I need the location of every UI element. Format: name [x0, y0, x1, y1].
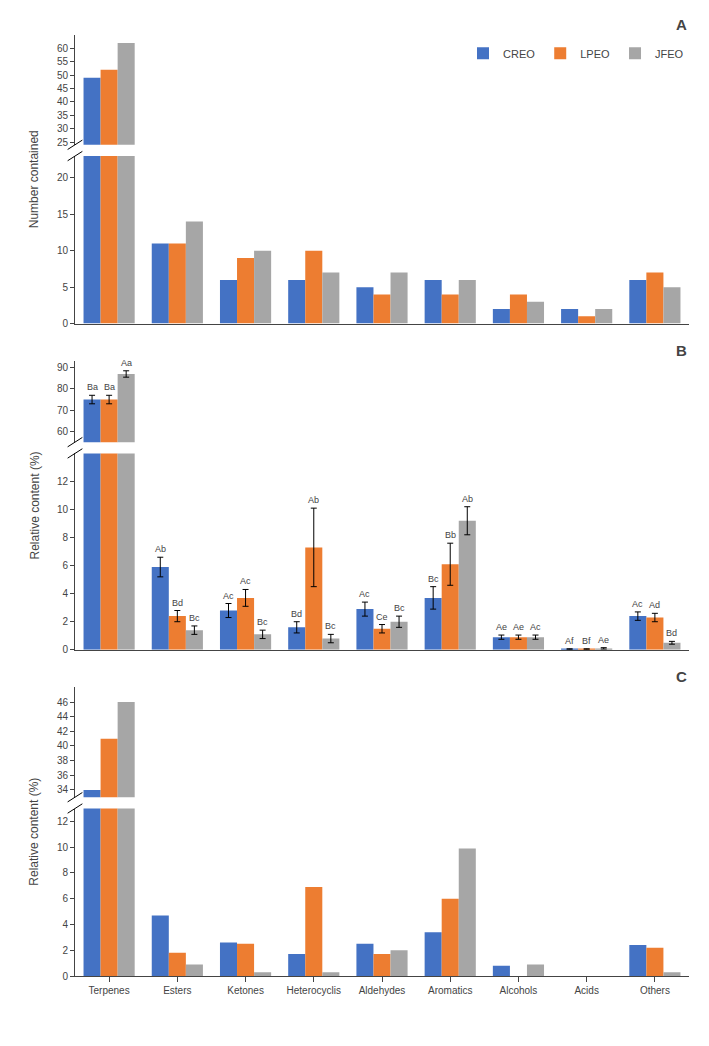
svg-text:10: 10: [57, 842, 69, 853]
svg-text:Ae: Ae: [598, 635, 609, 645]
svg-text:46: 46: [57, 697, 69, 708]
svg-text:Bd: Bd: [172, 598, 183, 608]
svg-text:42: 42: [57, 726, 69, 737]
svg-text:JFEO: JFEO: [655, 48, 684, 60]
svg-text:34: 34: [57, 784, 69, 795]
svg-text:44: 44: [57, 711, 69, 722]
svg-text:8: 8: [62, 867, 68, 878]
svg-text:Number contained: Number contained: [27, 130, 41, 228]
svg-text:12: 12: [57, 816, 69, 827]
svg-text:Terpenes: Terpenes: [89, 985, 130, 996]
svg-text:Bc: Bc: [394, 603, 405, 613]
svg-text:10: 10: [57, 245, 69, 256]
svg-text:55: 55: [57, 56, 69, 67]
svg-text:Ae: Ae: [513, 622, 524, 632]
svg-text:Bd: Bd: [666, 628, 677, 638]
svg-text:4: 4: [62, 588, 68, 599]
svg-text:Aldehydes: Aldehydes: [359, 985, 406, 996]
svg-text:Ab: Ab: [308, 495, 319, 505]
svg-text:15: 15: [57, 209, 69, 220]
svg-text:20: 20: [57, 172, 69, 183]
svg-text:Bc: Bc: [428, 574, 439, 584]
svg-text:Ab: Ab: [155, 544, 166, 554]
svg-text:45: 45: [57, 83, 69, 94]
svg-text:Bc: Bc: [189, 613, 200, 623]
svg-text:Ac: Ac: [223, 591, 234, 601]
svg-text:Relative content (%): Relative content (%): [28, 451, 42, 559]
svg-text:Ac: Ac: [632, 599, 643, 609]
svg-text:Af: Af: [565, 636, 574, 646]
svg-text:6: 6: [62, 893, 68, 904]
svg-text:0: 0: [62, 971, 68, 982]
svg-text:10: 10: [57, 504, 69, 515]
svg-text:5: 5: [62, 282, 68, 293]
svg-text:60: 60: [57, 43, 69, 54]
svg-text:2: 2: [62, 945, 68, 956]
svg-text:Ac: Ac: [359, 589, 370, 599]
svg-text:60: 60: [57, 426, 69, 437]
svg-text:2: 2: [62, 616, 68, 627]
svg-text:0: 0: [62, 318, 68, 329]
svg-text:Bc: Bc: [257, 617, 268, 627]
svg-text:12: 12: [57, 476, 69, 487]
svg-text:Ac: Ac: [240, 576, 251, 586]
svg-text:4: 4: [62, 919, 68, 930]
svg-text:Ba: Ba: [104, 382, 115, 392]
svg-text:B: B: [676, 342, 687, 359]
svg-text:80: 80: [57, 383, 69, 394]
svg-text:A: A: [676, 16, 687, 33]
svg-text:Ce: Ce: [376, 612, 388, 622]
svg-text:35: 35: [57, 110, 69, 121]
svg-text:CREO: CREO: [503, 48, 535, 60]
svg-text:Heterocyclis: Heterocyclis: [287, 985, 341, 996]
svg-text:70: 70: [57, 405, 69, 416]
svg-text:36: 36: [57, 770, 69, 781]
svg-text:30: 30: [57, 123, 69, 134]
svg-text:0: 0: [62, 644, 68, 655]
svg-text:Acids: Acids: [574, 985, 598, 996]
svg-text:6: 6: [62, 560, 68, 571]
svg-text:Others: Others: [640, 985, 670, 996]
svg-text:8: 8: [62, 532, 68, 543]
svg-text:25: 25: [57, 137, 69, 148]
svg-text:C: C: [676, 668, 687, 685]
svg-text:Ab: Ab: [462, 494, 473, 504]
svg-text:40: 40: [57, 96, 69, 107]
svg-text:Alcohols: Alcohols: [500, 985, 538, 996]
svg-text:Ac: Ac: [530, 622, 541, 632]
svg-text:90: 90: [57, 362, 69, 373]
svg-text:50: 50: [57, 70, 69, 81]
svg-text:Aromatics: Aromatics: [428, 985, 472, 996]
svg-text:40: 40: [57, 740, 69, 751]
svg-text:Ae: Ae: [496, 622, 507, 632]
svg-text:Ketones: Ketones: [227, 985, 264, 996]
svg-text:Ba: Ba: [87, 382, 98, 392]
svg-text:Bc: Bc: [325, 621, 336, 631]
svg-text:Ad: Ad: [649, 600, 660, 610]
svg-text:Bf: Bf: [582, 636, 591, 646]
svg-text:38: 38: [57, 755, 69, 766]
svg-text:Esters: Esters: [163, 985, 191, 996]
svg-text:Relative content (%): Relative content (%): [27, 778, 41, 886]
svg-text:Bb: Bb: [445, 530, 456, 540]
svg-text:LPEO: LPEO: [580, 48, 610, 60]
svg-text:Aa: Aa: [121, 358, 132, 368]
svg-text:Bd: Bd: [291, 609, 302, 619]
